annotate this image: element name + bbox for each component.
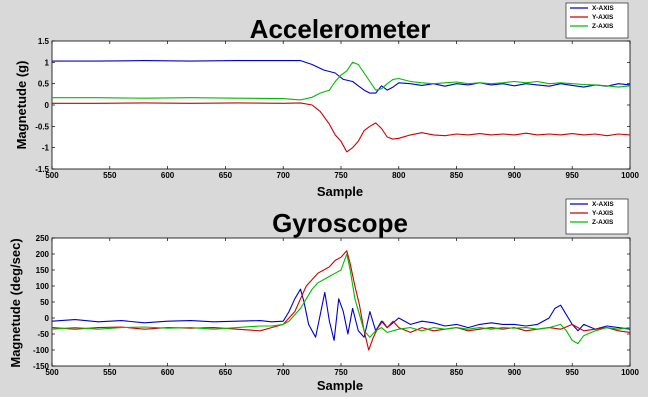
series-line-z-axis [52, 61, 630, 101]
legend-box [565, 198, 629, 235]
x-tick-label: 800 [392, 171, 406, 180]
y-axis-label: Magnetude (deg/sec) [8, 238, 23, 367]
y-tick-label: 250 [36, 234, 50, 243]
x-tick-label: 950 [566, 368, 580, 377]
legend-label: Z-AXIS [592, 219, 614, 226]
series-line-z-axis [52, 253, 630, 345]
x-tick-label: 550 [103, 368, 117, 377]
y-tick-label: 200 [36, 250, 50, 259]
x-tick-label: 900 [508, 171, 522, 180]
x-tick-label: 850 [450, 368, 464, 377]
x-tick-label: 550 [103, 171, 117, 180]
y-tick-label: -150 [33, 362, 50, 371]
y-tick-label: 1.5 [38, 37, 50, 46]
x-tick-label: 600 [161, 368, 175, 377]
x-axis-label: Sample [317, 184, 363, 199]
y-tick-label: 0.5 [38, 80, 50, 89]
y-tick-label: 50 [40, 298, 49, 307]
y-axis-label: Magnetude (g) [14, 61, 29, 150]
x-axis-label: Sample [317, 378, 363, 393]
legend-label: Z-AXIS [592, 23, 614, 30]
x-tick-label: 700 [277, 368, 291, 377]
x-tick-label: 650 [219, 171, 233, 180]
y-tick-label: -50 [37, 330, 49, 339]
legend-label: Y-AXIS [592, 210, 614, 217]
y-tick-label: 100 [36, 282, 50, 291]
x-tick-label: 800 [392, 368, 406, 377]
x-tick-label: 1000 [621, 171, 639, 180]
series-line-x-axis [52, 288, 630, 341]
legend-box [565, 2, 629, 39]
y-tick-label: -100 [33, 346, 50, 355]
chart-title: Gyroscope [272, 208, 408, 238]
y-tick-label: 150 [36, 266, 50, 275]
plot-area [51, 40, 631, 170]
series-line-x-axis [52, 60, 630, 94]
x-tick-label: 750 [334, 368, 348, 377]
y-tick-label: -1 [42, 144, 50, 153]
y-tick-label: -1.5 [35, 165, 49, 174]
x-tick-label: 850 [450, 171, 464, 180]
chart-title: Accelerometer [250, 14, 431, 44]
legend-label: Y-AXIS [592, 14, 614, 21]
x-tick-label: 1000 [621, 368, 639, 377]
accelerometer-panel: Accelerometer Magnetude (g) Sample 500 55… [14, 2, 639, 199]
plot-area [51, 237, 631, 367]
x-tick-label: 600 [161, 171, 175, 180]
y-tick-label: 0 [45, 314, 50, 323]
x-tick-label: 900 [508, 368, 522, 377]
gyroscope-panel: Gyroscope Magnetude (deg/sec) Sample 500… [8, 198, 639, 393]
x-tick-label: 700 [277, 171, 291, 180]
x-tick-label: 650 [219, 368, 233, 377]
legend-label: X-AXIS [592, 5, 614, 12]
x-tick-label: 950 [566, 171, 580, 180]
legend-label: X-AXIS [592, 201, 614, 208]
y-tick-label: -0.5 [35, 122, 49, 131]
y-tick-label: 1 [45, 58, 50, 67]
series-line-y-axis [52, 102, 630, 153]
x-tick-label: 500 [45, 171, 59, 180]
x-tick-label: 500 [45, 368, 59, 377]
y-tick-label: 0 [45, 101, 50, 110]
x-tick-label: 750 [334, 171, 348, 180]
